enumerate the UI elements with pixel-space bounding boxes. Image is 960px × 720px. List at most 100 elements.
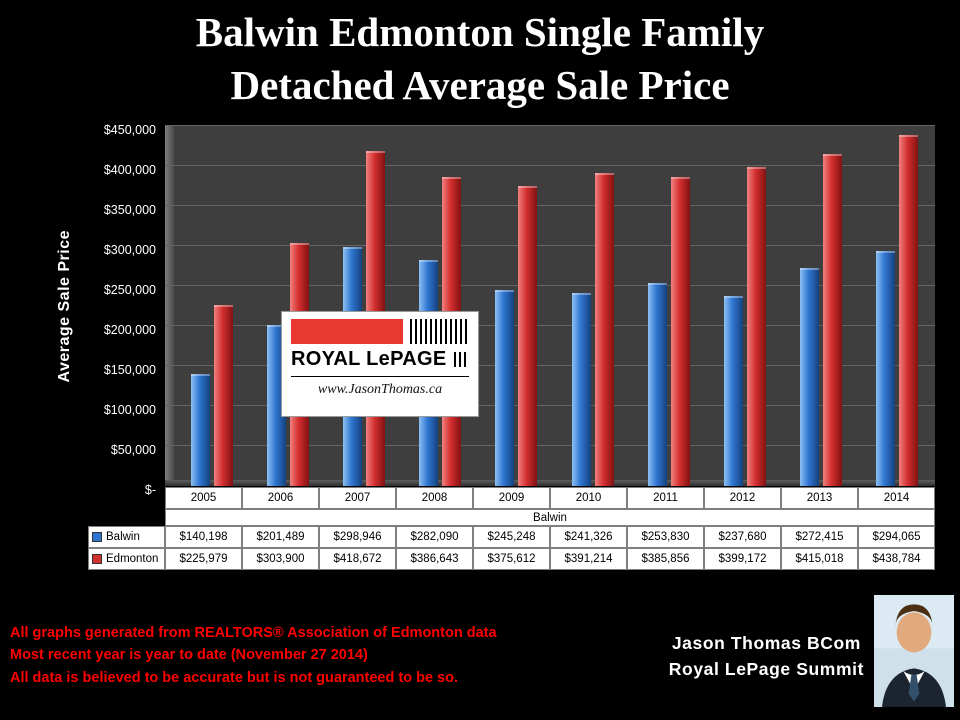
logo-stripes-icon: [453, 352, 469, 367]
gridline: [165, 405, 935, 406]
agent-credit: Jason Thomas BCom Royal LePage Summit: [669, 630, 864, 683]
y-tick-label: $450,000: [103, 123, 156, 137]
bar-group-2010: [554, 126, 630, 486]
legend-balwin: Balwin: [88, 526, 165, 548]
logo-red-bar: [291, 319, 404, 344]
legend-swatch-icon: [92, 554, 102, 564]
x-axis-label: 2006: [242, 487, 319, 509]
table-value: $418,672: [319, 548, 396, 570]
x-axis-label: 2007: [319, 487, 396, 509]
table-value: $253,830: [627, 526, 704, 548]
x-axis-label: 2011: [627, 487, 704, 509]
y-tick-label: $250,000: [103, 283, 156, 297]
royal-lepage-logo: ROYAL LePAGE www.JasonThomas.ca: [281, 311, 479, 417]
bar-group-2013: [783, 126, 859, 486]
table-value: $385,856: [627, 548, 704, 570]
table-value: $386,643: [396, 548, 473, 570]
disclaimer-line: All graphs generated from REALTORS® Asso…: [10, 625, 497, 641]
gridline: [165, 125, 935, 126]
table-corner-spacer: [88, 487, 165, 509]
bar-balwin-2013: [799, 268, 819, 486]
legend-label: Edmonton: [106, 553, 159, 565]
table-value: $245,248: [473, 526, 550, 548]
bars-container: [174, 126, 935, 486]
table-value: $415,018: [781, 548, 858, 570]
table-value: $201,489: [242, 526, 319, 548]
bar-group-2005: [174, 126, 250, 486]
gridline: [165, 165, 935, 166]
agent-company: Royal LePage Summit: [668, 659, 864, 680]
bar-group-2006: [250, 126, 326, 486]
table-value: $438,784: [858, 548, 935, 570]
table-value: $237,680: [704, 526, 781, 548]
table-value: $375,612: [473, 548, 550, 570]
gridline: [165, 205, 935, 206]
disclaimer-line: Most recent year is year to date (Novemb…: [10, 647, 368, 664]
table-value: $303,900: [242, 548, 319, 570]
table-value: $241,326: [550, 526, 627, 548]
bar-group-2012: [707, 126, 783, 486]
y-tick-label: $100,000: [103, 403, 156, 417]
bar-group-2011: [631, 126, 707, 486]
legend-edmonton: Edmonton: [88, 548, 165, 570]
gridline: [165, 365, 935, 366]
legend-swatch-icon: [92, 532, 102, 542]
bar-balwin-2010: [571, 293, 591, 486]
bar-balwin-2009: [495, 290, 515, 486]
bar-group-2007: [326, 126, 402, 486]
y-tick-label: $400,000: [103, 163, 156, 177]
table-value: $298,946: [319, 526, 396, 548]
y-tick-label: $150,000: [103, 363, 156, 377]
legend-label: Balwin: [106, 531, 140, 543]
plot-area: [165, 125, 935, 486]
logo-stripes-icon: [410, 319, 469, 344]
x-axis-label: 2009: [473, 487, 550, 509]
x-axis-label: 2013: [781, 487, 858, 509]
chart-title-line1: Balwin Edmonton Single Family: [195, 9, 765, 55]
y-tick-label: $-: [144, 483, 156, 497]
x-axis-title: Balwin: [165, 509, 935, 526]
logo-wordmark-row: ROYAL LePAGE: [291, 348, 469, 371]
table-value: $294,065: [858, 526, 935, 548]
x-axis-label: 2005: [165, 487, 242, 509]
chart-title: Balwin Edmonton Single Family Detached A…: [0, 6, 960, 113]
bar-edmonton-2005: [214, 305, 234, 486]
bar-edmonton-2011: [670, 177, 690, 486]
gridline: [165, 325, 935, 326]
logo-website: www.JasonThomas.ca: [291, 376, 469, 398]
gridline: [165, 445, 935, 446]
x-axis-label: 2010: [550, 487, 627, 509]
x-axis-label: 2014: [858, 487, 935, 509]
x-axis-label: 2012: [704, 487, 781, 509]
bar-balwin-2011: [647, 283, 667, 486]
table-value: $225,979: [165, 548, 242, 570]
bar-edmonton-2009: [518, 186, 538, 486]
disclaimer-line: All data is believed to be accurate but …: [10, 669, 458, 686]
y-tick-label: $300,000: [103, 243, 156, 257]
bar-group-2009: [478, 126, 554, 486]
bar-balwin-2014: [875, 251, 895, 486]
x-axis-label: 2008: [396, 487, 473, 509]
agent-name: Jason Thomas BCom: [671, 633, 861, 653]
table-value: $391,214: [550, 548, 627, 570]
table-value: $140,198: [165, 526, 242, 548]
plot-left-wall: [165, 126, 174, 486]
table-value: $272,415: [781, 526, 858, 548]
bar-edmonton-2012: [746, 167, 766, 486]
chart-title-line2: Detached Average Sale Price: [230, 62, 730, 109]
bar-group-2008: [402, 126, 478, 486]
disclaimer: All graphs generated from REALTORS® Asso…: [10, 622, 497, 689]
table-value: $282,090: [396, 526, 473, 548]
table-spacer: [88, 509, 165, 526]
plot-floor: [165, 480, 935, 486]
bar-group-2014: [859, 126, 935, 486]
data-table: 2005 2006 2007 2008 2009 2010 2011 2012 2013 2014…: [88, 487, 935, 570]
agent-headshot: [874, 595, 954, 707]
y-tick-label: $200,000: [103, 323, 156, 337]
table-value: $399,172: [704, 548, 781, 570]
bar-balwin-2005: [191, 374, 211, 486]
y-tick-label: $350,000: [103, 203, 156, 217]
bar-balwin-2012: [723, 296, 743, 486]
bar-edmonton-2013: [822, 154, 842, 486]
